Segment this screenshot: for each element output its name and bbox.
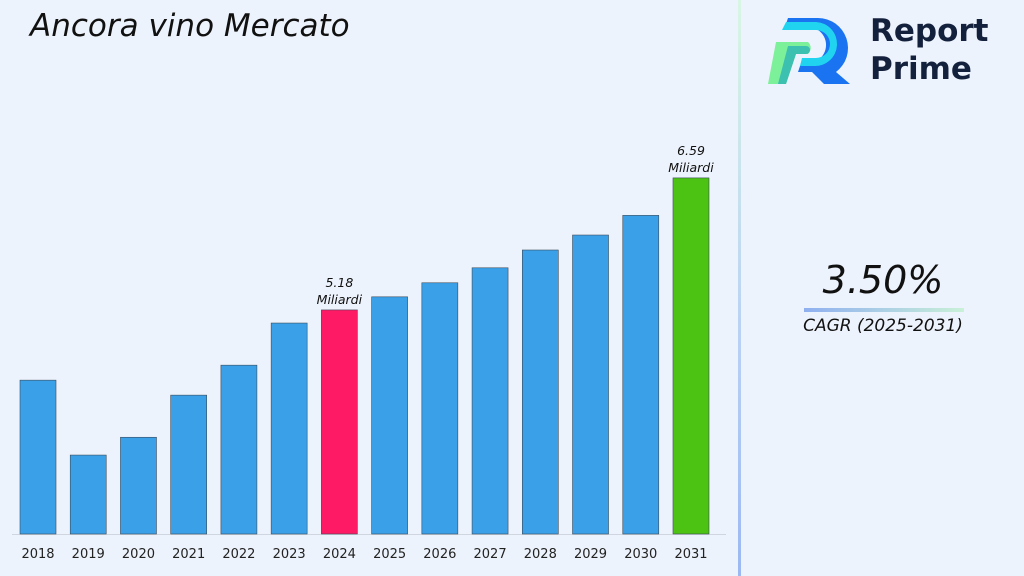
data-label-value-2024: 5.18: [325, 275, 353, 290]
logo-text: Report Prime: [870, 12, 989, 88]
x-tick-label: 2020: [122, 547, 155, 562]
bar-2028: [521, 249, 559, 535]
x-tick-label: 2029: [574, 547, 607, 562]
bar-2024: [321, 309, 358, 535]
x-tick-label: 2019: [72, 547, 105, 562]
data-label-unit-2024: Miliardi: [317, 292, 363, 307]
bar-chart: 2018 2019 2020 2021 2022 2023 2024 2025 2026 2027…: [12, 143, 726, 562]
x-tick-label: 2025: [373, 547, 406, 562]
bar-2022: [220, 364, 258, 535]
bar-2026: [421, 282, 459, 535]
x-tick-label: 2026: [423, 547, 456, 562]
logo-line-2: Prime: [870, 51, 972, 87]
x-tick-label: 2021: [172, 547, 205, 562]
logo-line-1: Report: [870, 13, 989, 49]
bar-2030: [622, 215, 660, 535]
x-tick-label: 2027: [474, 547, 507, 562]
bar-2029: [572, 234, 609, 535]
report-prime-logo-icon: [768, 18, 850, 84]
x-tick-label: 2024: [323, 547, 356, 562]
data-label-unit-2031: Miliardi: [668, 160, 714, 175]
data-label-value-2031: 6.59: [677, 143, 705, 158]
bar-2018: [19, 379, 57, 535]
bar-2031: [672, 177, 710, 535]
x-tick-label: 2028: [524, 547, 557, 562]
x-tick-label: 2018: [21, 547, 54, 562]
bar-2023: [270, 322, 308, 535]
bar-2025: [371, 296, 408, 535]
cagr-underline: [804, 308, 964, 312]
bar-2019: [69, 454, 107, 535]
chart-title: Ancora vino Mercato: [30, 8, 350, 44]
x-tick-label: 2031: [674, 547, 707, 562]
bar-2021: [170, 394, 207, 535]
x-tick-label: 2023: [273, 547, 306, 562]
bar-2020: [120, 436, 157, 535]
x-tick-label: 2022: [222, 547, 255, 562]
cagr-value: 3.50%: [822, 258, 944, 302]
divider: [738, 0, 741, 576]
bar-2027: [471, 267, 509, 535]
cagr-label: CAGR (2025-2031): [803, 316, 963, 336]
x-tick-label: 2030: [624, 547, 657, 562]
